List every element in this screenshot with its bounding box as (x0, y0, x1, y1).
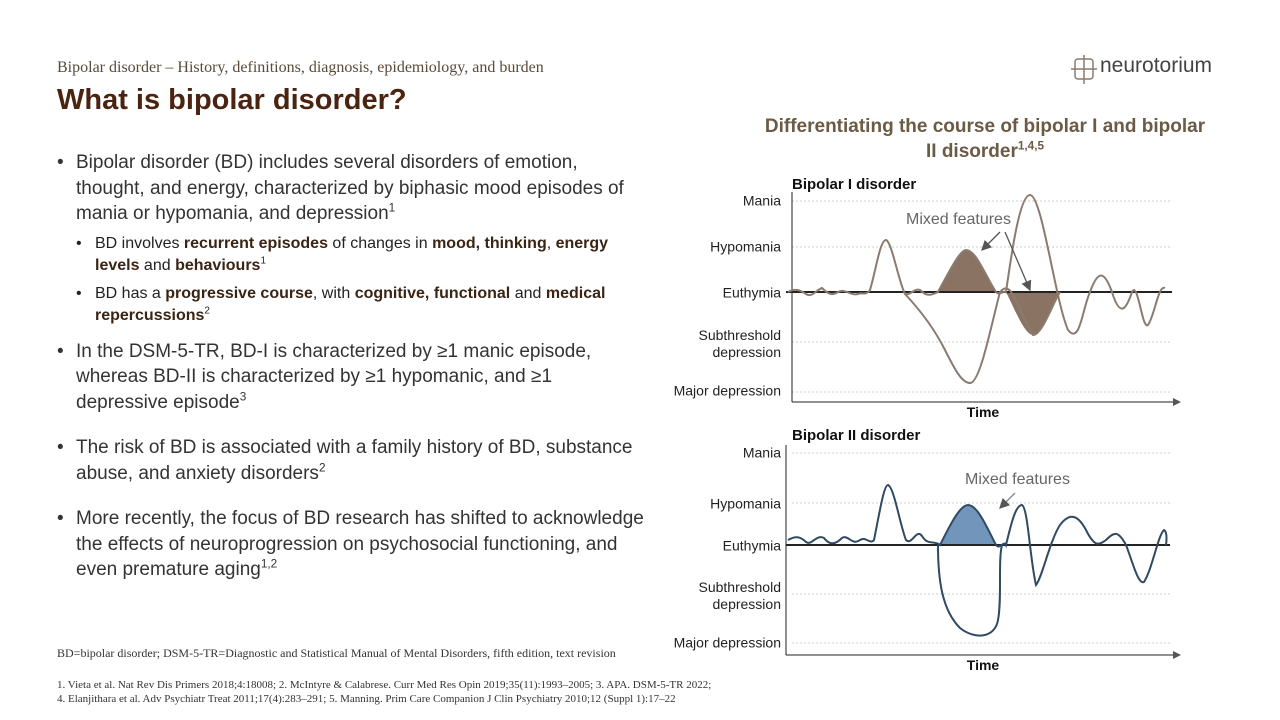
text-run: and (139, 256, 176, 274)
text-run: and (510, 284, 546, 302)
references: 1. Vieta et al. Nat Rev Dis Primers 2018… (57, 678, 711, 706)
bullet: The risk of BD is associated with a fami… (57, 435, 647, 486)
bullet: Bipolar disorder (BD) includes several d… (57, 150, 647, 327)
annotation: Mixed features (906, 211, 1011, 228)
bullet: In the DSM-5-TR, BD-I is characterized b… (57, 339, 647, 416)
text-run: 2 (318, 461, 326, 475)
sub-bullet: BD involves recurrent episodes of change… (76, 233, 647, 277)
x-axis-label: Time (966, 657, 1000, 673)
reference-line: 4. Elanjithara et al. Adv Psychiatr Trea… (57, 693, 676, 705)
figure-title-ref: 1,4,5 (1017, 139, 1045, 153)
level-label: Subthreshold depression (698, 327, 781, 360)
text-run: , with (312, 284, 355, 302)
text-run: progressive course (165, 284, 313, 302)
level-label: Euthymia (722, 537, 781, 554)
annotation: Mixed features (965, 471, 1070, 488)
level-label: Hypomania (710, 238, 781, 255)
level-label: Euthymia (722, 284, 781, 301)
text-run: 3 (239, 390, 247, 404)
text-run: BD has a (95, 284, 166, 302)
logo: neurotorium (1072, 54, 1212, 78)
level-label: Major depression (673, 634, 781, 651)
bullet: More recently, the focus of BD research … (57, 506, 647, 583)
panel-title: Bipolar I disorder (792, 176, 917, 193)
text-run: behaviours (175, 256, 261, 274)
text-run: More recently, the focus of BD research … (76, 508, 644, 580)
reference-line: 1. Vieta et al. Nat Rev Dis Primers 2018… (57, 679, 712, 691)
panel-title: Bipolar II disorder (792, 427, 921, 444)
bullet-list: Bipolar disorder (BD) includes several d… (57, 150, 647, 603)
text-run: energy levels (95, 234, 609, 274)
logo-icon (1071, 55, 1097, 84)
x-axis-label: Time (966, 404, 1000, 420)
text-run: recurrent episodes (183, 234, 328, 252)
panel-2-graphics (785, 445, 1181, 659)
text-run: 2 (204, 305, 210, 317)
text-run: medical repercussions (95, 284, 606, 324)
text-run: mood, thinking (432, 234, 547, 252)
text-run: In the DSM-5-TR, BD-I is characterized b… (76, 340, 592, 413)
title: What is bipolar disorder? (57, 84, 407, 116)
level-label: Major depression (673, 382, 781, 399)
figure-title-text: Differentiating the course of bipolar I … (764, 116, 1206, 162)
level-label: Subthreshold depression (698, 579, 781, 612)
text-run: The risk of BD is associated with a fami… (76, 437, 633, 484)
sub-bullet: BD has a progressive course, with cognit… (76, 283, 647, 327)
text-run: 1,2 (260, 557, 278, 571)
level-label: Hypomania (710, 495, 781, 512)
text-run: of changes in (327, 234, 433, 252)
subtitle: Bipolar disorder – History, definitions,… (57, 59, 544, 76)
level-label: Mania (742, 192, 781, 209)
abbreviations: BD=bipolar disorder; DSM-5-TR=Diagnostic… (57, 646, 616, 660)
sub-list: BD involves recurrent episodes of change… (76, 233, 647, 327)
text-run: 1 (260, 255, 266, 267)
text-run: BD involves (95, 234, 184, 252)
logo-text: neurotorium (1100, 54, 1213, 77)
text-run: , (546, 234, 556, 252)
text-run: 1 (388, 201, 396, 215)
figure-title: Differentiating the course of bipolar I … (760, 114, 1210, 164)
panel-1-graphics (786, 192, 1181, 406)
level-label: Mania (742, 444, 781, 461)
text-run: Bipolar disorder (BD) includes several d… (76, 152, 624, 224)
text-run: cognitive, functional (354, 284, 511, 302)
